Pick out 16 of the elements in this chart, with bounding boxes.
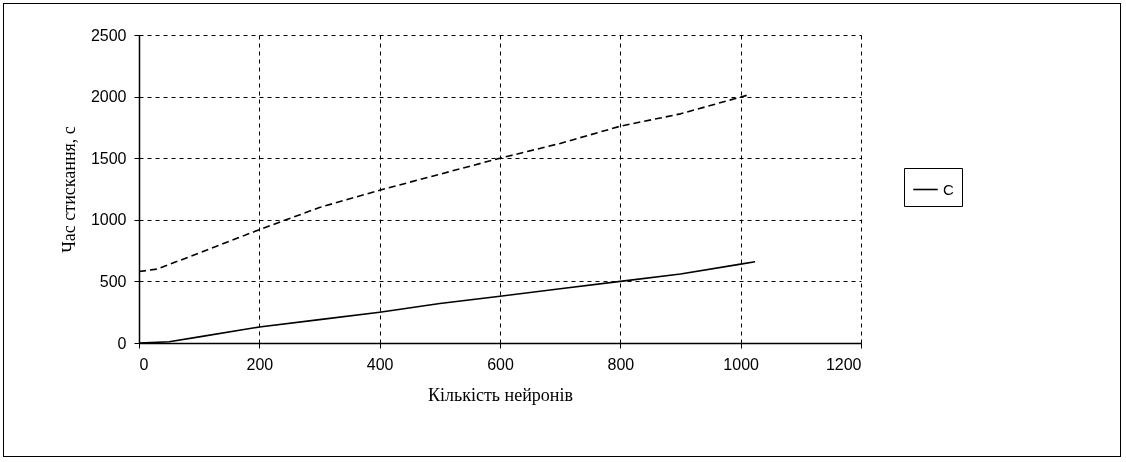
- y-tick-label: 0: [117, 334, 127, 352]
- x-tick-label: 1200: [825, 355, 862, 373]
- x-tick-label: 400: [366, 355, 394, 373]
- legend-label: C: [943, 180, 954, 198]
- y-tick-label: 1500: [90, 149, 127, 167]
- x-tick-label: 0: [139, 355, 149, 373]
- y-tick-label: 2000: [90, 88, 127, 106]
- x-tick-label: 600: [487, 355, 514, 373]
- x-tick-label: 800: [607, 355, 635, 373]
- y-tick-label: 2500: [90, 26, 127, 44]
- x-axis-title: Кількість нейронів: [428, 384, 573, 405]
- y-tick-label: 500: [99, 272, 127, 290]
- x-tick-label: 200: [246, 355, 274, 373]
- y-tick-label: 1000: [90, 211, 127, 229]
- x-tick-label: 1000: [723, 355, 760, 373]
- y-axis-title: Час стискання, с: [58, 126, 79, 253]
